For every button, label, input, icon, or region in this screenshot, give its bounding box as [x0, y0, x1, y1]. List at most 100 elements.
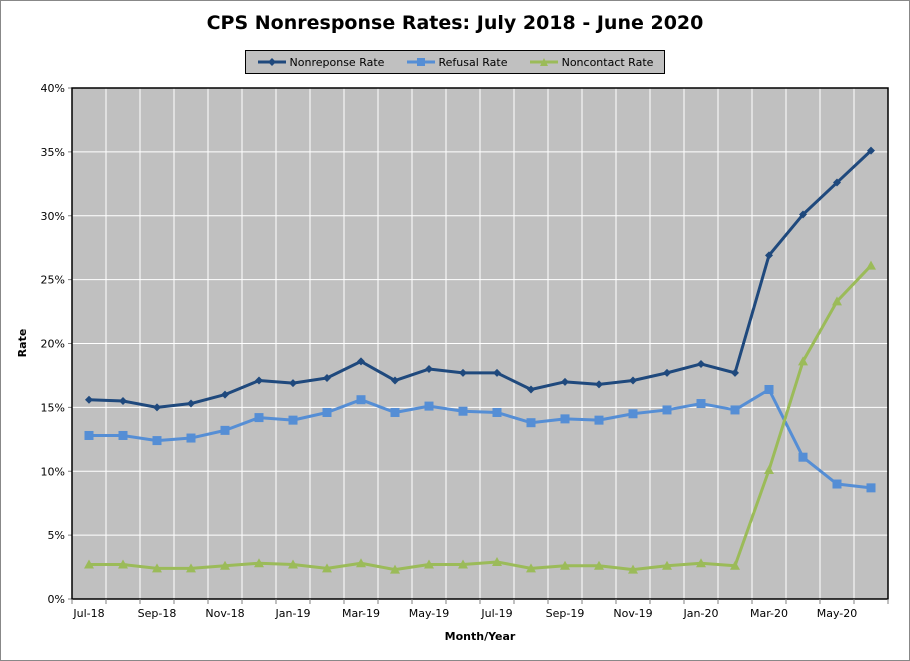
y-tick-label: 35% [41, 146, 65, 159]
data-point [288, 559, 298, 569]
data-point [697, 359, 705, 368]
data-point [255, 376, 263, 385]
y-tick-label: 10% [41, 465, 65, 478]
data-point [867, 146, 875, 155]
data-point [526, 418, 536, 428]
series-line-2 [89, 264, 873, 572]
y-tick-label: 40% [41, 82, 65, 95]
data-point [493, 368, 501, 377]
y-axis-label: Rate [16, 329, 29, 358]
data-point [696, 399, 706, 409]
data-point [798, 356, 808, 366]
data-point [323, 373, 331, 382]
data-point [390, 407, 400, 417]
data-point [186, 433, 196, 443]
data-point [662, 405, 672, 415]
data-point [357, 357, 365, 366]
data-point [764, 464, 774, 474]
legend-label: Nonreponse Rate [289, 55, 385, 69]
x-tick-label: Mar-19 [342, 607, 380, 620]
data-point [730, 405, 740, 415]
data-point [560, 414, 570, 424]
data-point [458, 559, 468, 569]
y-tick-label: 30% [41, 210, 65, 223]
legend-item-refusal: Refusal Rate [406, 56, 508, 69]
data-point [153, 403, 161, 412]
data-point [594, 415, 604, 425]
data-point [254, 558, 264, 568]
data-point [220, 560, 230, 570]
x-tick-label: Nov-18 [205, 607, 244, 620]
data-point [832, 296, 842, 306]
data-point [424, 401, 434, 411]
chart-title: CPS Nonresponse Rates: July 2018 - June … [206, 12, 704, 34]
data-point [118, 559, 128, 569]
x-tick-label: May-19 [409, 607, 450, 620]
data-point [798, 452, 808, 462]
y-tick-label: 20% [41, 338, 65, 351]
data-point [289, 379, 297, 388]
data-point [288, 415, 298, 425]
legend-label: Noncontact Rate [561, 55, 654, 69]
y-tick-label: 0% [48, 593, 65, 606]
data-point [152, 563, 162, 573]
data-point [561, 377, 569, 386]
data-point [731, 368, 739, 377]
data-point [187, 399, 195, 408]
y-tick-label: 25% [41, 274, 65, 287]
data-point [356, 395, 366, 405]
legend-item-nonresponse: Nonreponse Rate [257, 55, 385, 69]
x-tick-label: Nov-19 [613, 607, 652, 620]
data-point [799, 210, 807, 219]
data-point [390, 564, 400, 574]
data-point [866, 483, 876, 493]
x-tick-label: Mar-20 [750, 607, 788, 620]
data-point [628, 409, 638, 419]
legend: Nonreponse Rate Refusal Rate Noncontact … [245, 50, 665, 74]
data-point [527, 385, 535, 394]
data-point [84, 430, 94, 440]
data-point [84, 559, 94, 569]
series-line-0 [88, 149, 873, 409]
data-point [391, 376, 399, 385]
data-point [322, 407, 332, 417]
data-point [492, 556, 502, 566]
series-line-1 [89, 387, 872, 490]
data-point [526, 563, 536, 573]
data-point [322, 563, 332, 573]
data-point [696, 558, 706, 568]
data-point [833, 178, 841, 187]
data-point [764, 384, 774, 394]
data-point [356, 558, 366, 568]
data-point [765, 251, 773, 260]
data-point [662, 560, 672, 570]
data-point [220, 425, 230, 435]
data-point [628, 564, 638, 574]
data-point [594, 560, 604, 570]
x-tick-label: Sep-18 [138, 607, 177, 620]
legend-swatch-refusal [406, 58, 435, 66]
legend-item-noncontact: Noncontact Rate [529, 55, 654, 69]
data-point [595, 380, 603, 389]
data-point [119, 396, 127, 405]
x-tick-label: Jan-19 [275, 607, 311, 620]
legend-swatch-noncontact [529, 58, 558, 66]
data-point [629, 376, 637, 385]
data-point [866, 260, 876, 270]
data-point [730, 560, 740, 570]
data-point [425, 365, 433, 374]
data-point [186, 563, 196, 573]
data-point [221, 390, 229, 399]
y-tick-label: 5% [48, 529, 65, 542]
data-point [85, 395, 93, 404]
x-tick-label: May-20 [817, 607, 858, 620]
data-point [424, 559, 434, 569]
x-tick-label: Jul-18 [72, 607, 104, 620]
data-point [832, 479, 842, 489]
x-axis-label: Month/Year [445, 630, 516, 643]
legend-label: Refusal Rate [438, 55, 508, 69]
data-point [152, 436, 162, 446]
x-tick-label: Jan-20 [683, 607, 719, 620]
data-point [663, 368, 671, 377]
